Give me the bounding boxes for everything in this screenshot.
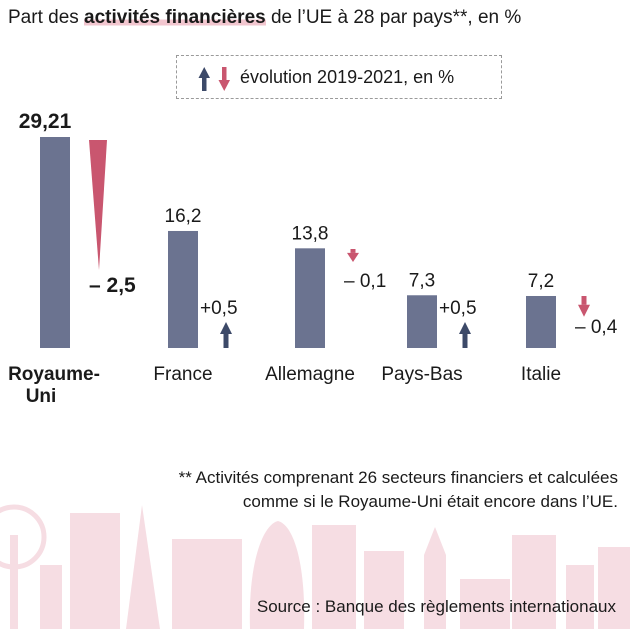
bar-italie <box>526 295 556 348</box>
category-label-france: France <box>153 364 212 385</box>
legend-up-arrow-icon <box>198 67 210 91</box>
bar-royaume-uni <box>40 137 70 348</box>
change-label-pays-bas: +0,5 <box>439 298 477 319</box>
change-label-italie: – 0,4 <box>575 317 618 338</box>
legend-label: évolution 2019-2021, en % <box>240 67 455 87</box>
change-arrow-pays-bas <box>459 322 471 334</box>
category-label-allemagne: Allemagne <box>265 364 355 385</box>
change-arrow-italie <box>578 304 590 317</box>
source-note: Source : Banque des règlements internati… <box>256 597 616 616</box>
change-arrow-royaume-uni <box>89 140 107 270</box>
title-prefix: Part des <box>8 7 85 28</box>
legend-down-arrow-icon <box>218 67 230 91</box>
bar-allemagne <box>295 248 325 348</box>
change-arrow-shaft-italie <box>581 296 587 305</box>
value-label-royaume-uni: 29,21 <box>19 110 72 133</box>
value-label-pays-bas: 7,3 <box>409 270 435 291</box>
value-label-allemagne: 13,8 <box>292 223 329 244</box>
category-label-pays-bas: Pays-Bas <box>381 364 462 385</box>
chart-title: Part des activités financières de l’UE à… <box>8 6 628 30</box>
category-label-italie: Italie <box>521 364 561 385</box>
footnote-line-2: comme si le Royaume-Uni était encore dan… <box>242 492 618 511</box>
change-arrow-shaft-pays-bas <box>462 334 468 348</box>
value-label-france: 16,2 <box>165 206 202 227</box>
footnote-line-1: ** Activités comprenant 26 secteurs fina… <box>178 468 618 487</box>
change-arrow-allemagne <box>347 252 359 262</box>
category-label-royaume-uni: Royaume-Uni <box>8 364 100 407</box>
legend-arrows <box>198 67 230 91</box>
skyline-illustration <box>0 504 630 629</box>
legend: évolution 2019-2021, en % <box>176 55 502 99</box>
title-suffix: de l’UE à 28 par pays**, en % <box>265 7 522 28</box>
change-arrow-shaft-france <box>223 334 229 348</box>
bar-chart: 29,21 Royaume-Uni – 2,5 16,2 France +0,5 13,8 A… <box>8 110 618 407</box>
bar-france <box>168 230 198 348</box>
change-arrow-shaft-allemagne <box>350 249 356 253</box>
change-label-allemagne: – 0,1 <box>344 271 386 292</box>
change-label-france: +0,5 <box>200 298 238 319</box>
value-label-italie: 7,2 <box>528 271 554 292</box>
bar-pays-bas <box>407 295 437 348</box>
title-highlight: activités financières <box>84 7 266 28</box>
change-arrow-france <box>220 322 232 334</box>
change-label-royaume-uni: – 2,5 <box>89 274 136 297</box>
footnote: ** Activités comprenant 26 secteurs fina… <box>18 466 618 514</box>
